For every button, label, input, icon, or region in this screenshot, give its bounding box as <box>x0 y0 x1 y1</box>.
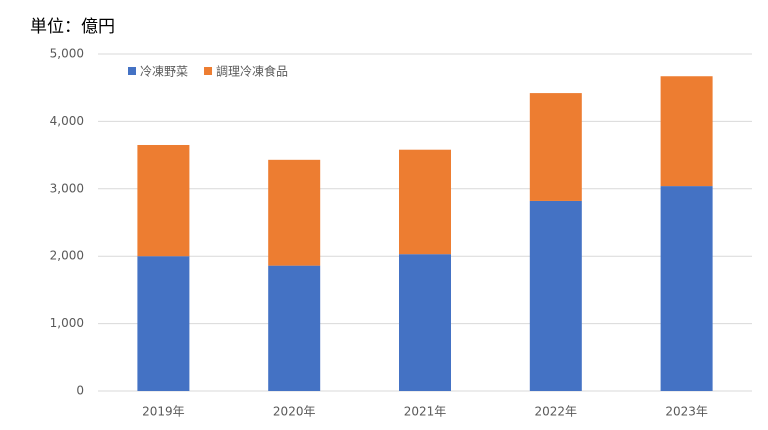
y-tick-label: 4,000 <box>50 114 84 128</box>
bar-segment <box>399 149 451 255</box>
bar-segment <box>137 256 190 391</box>
bar-segment <box>529 200 582 391</box>
y-tick-label: 3,000 <box>50 181 84 195</box>
bar-segment <box>137 144 190 257</box>
y-tick-label: 0 <box>76 384 84 398</box>
legend-label: 調理冷凍食品 <box>216 64 288 79</box>
legend-swatch <box>128 67 136 75</box>
bar-segment <box>399 254 451 391</box>
bar-segment <box>660 76 713 187</box>
x-tick-label: 2022年 <box>535 405 578 419</box>
bar-segment <box>529 93 582 201</box>
legend-swatch <box>204 67 213 75</box>
x-tick-label: 2019年 <box>142 405 185 419</box>
bar-segment <box>268 159 321 266</box>
y-tick-label: 5,000 <box>50 47 84 61</box>
y-tick-label: 1,000 <box>50 316 84 330</box>
x-tick-label: 2020年 <box>273 405 316 419</box>
y-tick-label: 2,000 <box>50 249 84 263</box>
bar-segment <box>660 186 713 391</box>
x-tick-label: 2023年 <box>665 405 708 419</box>
legend-label: 冷凍野菜 <box>140 65 188 79</box>
bar-segment <box>268 265 321 391</box>
x-tick-label: 2021年 <box>404 405 447 419</box>
chart-title: 単位：億円 <box>30 17 115 37</box>
